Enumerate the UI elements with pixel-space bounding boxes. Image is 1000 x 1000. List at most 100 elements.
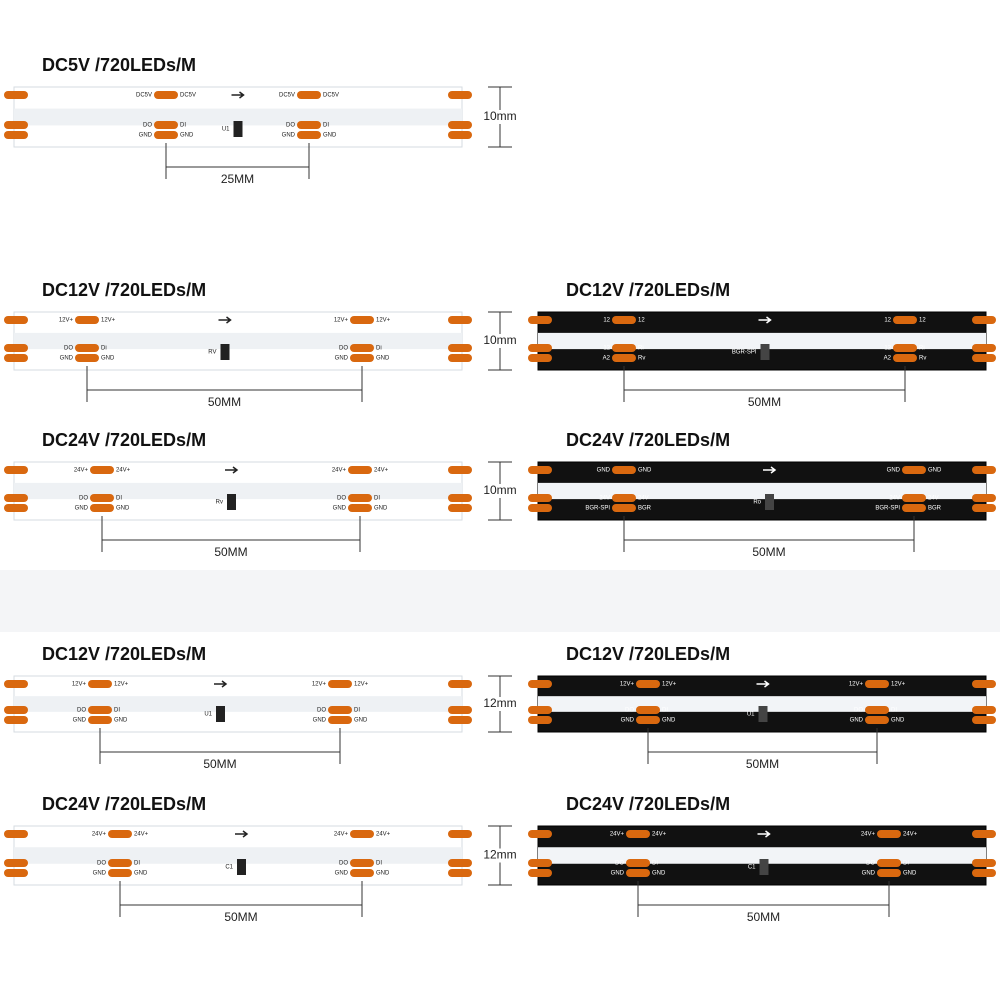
panel-title: DC12V /720LEDs/M <box>42 644 206 664</box>
pad-label: GND <box>597 468 611 474</box>
pad <box>75 316 99 324</box>
pad <box>297 131 321 139</box>
pad <box>528 830 552 838</box>
pad <box>972 466 996 474</box>
pad <box>90 504 114 512</box>
pad-label: GND <box>621 718 635 724</box>
pad <box>528 869 552 877</box>
pad-label: GND <box>335 356 349 362</box>
pad-label: 24V+ <box>92 832 107 838</box>
pad-label: DO <box>77 708 86 714</box>
pad-label: 24V+ <box>332 468 347 474</box>
pad <box>75 344 99 352</box>
pad-label: DO <box>339 861 348 867</box>
pad <box>297 91 321 99</box>
pad-label: 24V+ <box>116 468 131 474</box>
pad <box>528 354 552 362</box>
pad-label: GND <box>850 718 864 724</box>
pad <box>448 680 472 688</box>
pad-label: 12 <box>638 318 645 324</box>
pad-label: DI <box>354 708 360 714</box>
pad <box>4 706 28 714</box>
pad-label: GND <box>134 871 148 877</box>
pitch-label: 50MM <box>224 910 257 924</box>
pad-label: 12V+ <box>334 318 349 324</box>
pad-label: DI <box>376 861 382 867</box>
pad-label: GND <box>376 871 390 877</box>
pad-label: Di <box>101 346 107 352</box>
pad-label: DI <box>114 708 120 714</box>
pad-label: 24V+ <box>334 832 349 838</box>
pad-label: DO <box>143 123 152 129</box>
pad <box>108 830 132 838</box>
pad-label: GND <box>652 871 666 877</box>
pad-label: DC5V <box>180 93 196 99</box>
pad <box>4 494 28 502</box>
pad-label: GND <box>611 871 625 877</box>
pad <box>528 859 552 867</box>
pad <box>528 494 552 502</box>
pad <box>972 494 996 502</box>
pad-label: 12 <box>603 346 610 352</box>
pad-label: 12V+ <box>72 682 87 688</box>
pad <box>448 121 472 129</box>
pad <box>4 91 28 99</box>
pad-label: DO <box>286 123 295 129</box>
panel-title: DC12V /720LEDs/M <box>42 280 206 300</box>
pad <box>154 121 178 129</box>
pad <box>328 680 352 688</box>
panel-title: DC12V /720LEDs/M <box>566 644 730 664</box>
chip-label: RV <box>208 350 216 356</box>
direction-arrow <box>235 830 249 838</box>
pad-label: 24V+ <box>610 832 625 838</box>
light-band <box>14 108 462 126</box>
pad <box>448 91 472 99</box>
panel-title: DC24V /720LEDs/M <box>42 430 206 450</box>
width-label-bg <box>480 484 520 498</box>
pad-label: 12 <box>603 318 610 324</box>
pad-label: DI <box>323 123 329 129</box>
pad-label: BGR-SPI <box>875 506 900 512</box>
pad-label: DO <box>97 861 106 867</box>
pad <box>108 859 132 867</box>
pad <box>4 121 28 129</box>
pad <box>626 859 650 867</box>
pad-label: GND <box>862 871 876 877</box>
pad <box>865 706 889 714</box>
pad <box>4 131 28 139</box>
pad <box>4 316 28 324</box>
pad <box>348 494 372 502</box>
pitch-label: 50MM <box>203 757 236 771</box>
pad <box>350 830 374 838</box>
pitch-label: 50MM <box>208 395 241 409</box>
pitch-label: 50MM <box>747 910 780 924</box>
width-label: 10mm <box>483 333 516 347</box>
light-band <box>538 332 986 350</box>
pad-label: Ri <box>638 346 644 352</box>
pad <box>350 354 374 362</box>
pad-label: Di <box>376 346 382 352</box>
pad <box>612 316 636 324</box>
pad <box>972 716 996 724</box>
chip <box>759 859 769 875</box>
width-label-bg <box>480 697 520 711</box>
pad-label: 24V+ <box>134 832 149 838</box>
pad-label: GND <box>333 506 347 512</box>
chip-label: BGR-SPI <box>732 350 757 356</box>
pitch-label: 50MM <box>746 757 779 771</box>
pad-label: DO <box>854 708 863 714</box>
pad-label: GND <box>93 871 107 877</box>
light-band <box>14 332 462 350</box>
pad-label: 12 <box>884 318 891 324</box>
pad-label: DO <box>615 861 624 867</box>
pad <box>448 494 472 502</box>
pad <box>88 706 112 714</box>
pad-label: A2 <box>884 356 892 362</box>
pad-label: DO <box>79 496 88 502</box>
pad <box>612 504 636 512</box>
pad <box>448 466 472 474</box>
pad-label: GND <box>354 718 368 724</box>
pad-label: BGR <box>928 506 942 512</box>
pad <box>893 344 917 352</box>
pad <box>4 869 28 877</box>
